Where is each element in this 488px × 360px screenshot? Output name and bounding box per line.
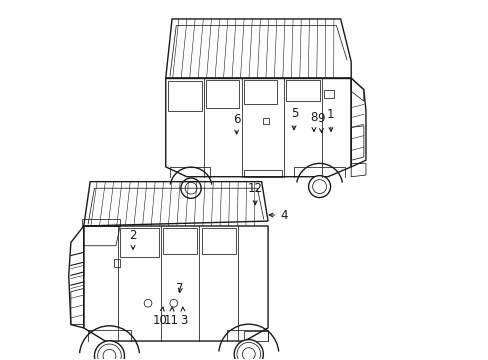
Circle shape [103, 350, 116, 360]
Circle shape [312, 180, 326, 194]
Text: 6: 6 [232, 113, 240, 134]
Text: 8: 8 [310, 111, 317, 131]
Circle shape [237, 342, 260, 360]
Circle shape [181, 178, 201, 198]
Text: 3: 3 [180, 307, 187, 327]
Circle shape [94, 341, 124, 360]
Text: 10: 10 [153, 307, 168, 327]
Circle shape [242, 348, 255, 360]
Text: 2: 2 [129, 229, 137, 249]
Circle shape [234, 339, 263, 360]
Text: 11: 11 [163, 307, 179, 327]
Text: 5: 5 [290, 107, 298, 130]
Circle shape [308, 176, 330, 198]
Circle shape [98, 344, 121, 360]
Circle shape [185, 182, 197, 194]
Text: 7: 7 [176, 283, 183, 296]
Text: 1: 1 [326, 108, 333, 131]
Text: 9: 9 [317, 112, 325, 132]
Text: 12: 12 [247, 183, 262, 204]
Text: 4: 4 [268, 208, 287, 221]
